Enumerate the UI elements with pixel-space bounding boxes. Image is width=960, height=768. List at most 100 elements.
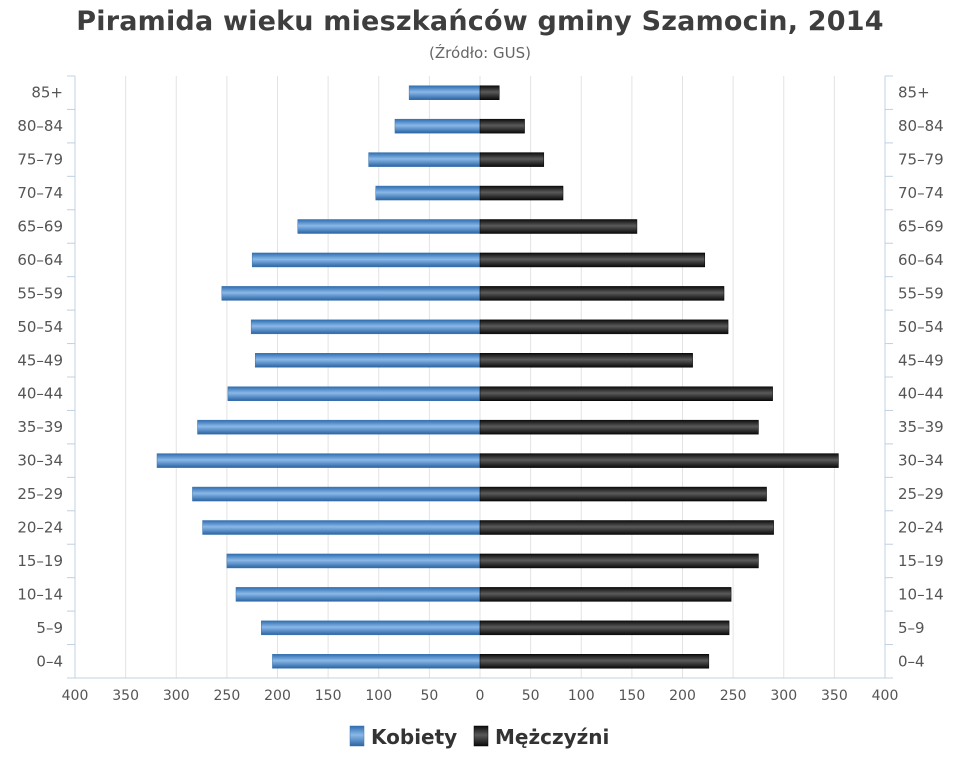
bar-women: [226, 553, 481, 569]
bar-women: [235, 587, 481, 602]
bar-men: [479, 654, 710, 669]
bars: [156, 85, 839, 669]
x-tick-label: 150: [619, 688, 646, 704]
bar-women: [368, 152, 481, 167]
x-tick-label: 300: [163, 688, 190, 704]
category-label-right: 65–69: [898, 218, 944, 236]
category-label-right: 50–54: [898, 318, 944, 336]
x-tick-label: 350: [112, 688, 139, 704]
category-label-right: 10–14: [898, 585, 944, 603]
category-label-right: 20–24: [898, 519, 944, 537]
bar-men: [479, 118, 525, 134]
bar-women: [221, 286, 481, 301]
category-label-left: 65–69: [17, 218, 63, 236]
legend-swatch-men: [473, 725, 489, 747]
bar-men: [479, 520, 774, 535]
x-tick-label: 50: [522, 688, 540, 704]
x-axis-tick-labels: 400 350 300 250 200 150 100 50 0 50 100 150 200 250 30…: [62, 688, 899, 704]
category-label-left: 5–9: [36, 619, 63, 637]
x-tick-label: 400: [62, 688, 89, 704]
legend-label-women: Kobiety: [371, 725, 457, 749]
bar-men: [479, 219, 638, 234]
category-label-right: 70–74: [898, 184, 944, 202]
category-label-left: 30–34: [17, 452, 63, 470]
bar-men: [479, 252, 706, 268]
x-tick-label: 0: [476, 688, 485, 704]
category-label-left: 45–49: [17, 351, 63, 369]
bar-women: [227, 386, 481, 401]
category-labels: 85+ 85+ 80–84 80–84 75–79 75–79 70–74 70–74 65–6…: [17, 84, 943, 671]
x-tick-label: 350: [821, 688, 848, 704]
category-label-right: 40–44: [898, 385, 944, 403]
bar-men: [479, 152, 545, 167]
axes: [67, 75, 893, 679]
bar-women: [261, 620, 481, 636]
legend-item-men[interactable]: Mężczyźni: [473, 725, 609, 749]
category-label-right: 35–39: [898, 418, 944, 436]
x-tick-label: 150: [315, 688, 342, 704]
category-label-right: 30–34: [898, 452, 944, 470]
legend-swatch-women: [349, 725, 365, 747]
x-tick-label: 200: [264, 688, 291, 704]
x-tick-label: 100: [365, 688, 392, 704]
x-tick-label: 50: [420, 688, 438, 704]
category-label-right: 25–29: [898, 485, 944, 503]
category-label-left: 75–79: [17, 151, 63, 169]
category-label-right: 60–64: [898, 251, 944, 269]
category-label-right: 55–59: [898, 284, 944, 302]
category-label-left: 10–14: [17, 585, 63, 603]
bar-men: [479, 620, 730, 636]
category-label-left: 0–4: [36, 652, 63, 670]
category-label-right: 80–84: [898, 117, 944, 135]
bar-women: [394, 118, 481, 134]
legend: Kobiety Mężczyźni: [349, 725, 609, 749]
x-tick-label: 250: [720, 688, 747, 704]
bar-women: [192, 486, 481, 502]
bar-women: [272, 654, 481, 669]
category-label-right: 0–4: [898, 652, 925, 670]
category-label-left: 35–39: [17, 418, 63, 436]
bar-women: [197, 419, 481, 435]
bar-men: [479, 386, 773, 401]
category-label-left: 50–54: [17, 318, 63, 336]
chart-subtitle: (Źródło: GUS): [429, 44, 531, 62]
category-label-right: 5–9: [898, 619, 925, 637]
category-label-left: 60–64: [17, 251, 63, 269]
bar-men: [479, 453, 839, 468]
legend-item-women[interactable]: Kobiety: [349, 725, 457, 749]
bar-women: [375, 185, 481, 201]
bar-men: [479, 353, 693, 368]
x-tick-label: 400: [872, 688, 899, 704]
category-label-left: 15–19: [17, 552, 63, 570]
x-tick-label: 300: [770, 688, 797, 704]
bar-men: [479, 486, 767, 502]
category-label-left: 80–84: [17, 117, 63, 135]
category-label-left: 85+: [31, 84, 63, 102]
category-label-right: 45–49: [898, 351, 944, 369]
bar-women: [408, 85, 481, 100]
x-tick-label: 200: [669, 688, 696, 704]
category-label-left: 40–44: [17, 385, 63, 403]
bar-women: [251, 252, 481, 268]
bar-men: [479, 419, 759, 435]
bar-men: [479, 553, 759, 569]
category-label-left: 25–29: [17, 485, 63, 503]
category-label-left: 70–74: [17, 184, 63, 202]
bar-men: [479, 587, 732, 602]
category-label-left: 20–24: [17, 519, 63, 537]
bar-men: [479, 185, 564, 201]
bar-men: [479, 85, 500, 100]
category-label-right: 15–19: [898, 552, 944, 570]
category-label-right: 85+: [898, 84, 930, 102]
category-label-left: 55–59: [17, 284, 63, 302]
bar-women: [156, 453, 481, 468]
bar-men: [479, 286, 725, 301]
chart-title: Piramida wieku mieszkańców gminy Szamoci…: [76, 6, 884, 37]
bar-women: [250, 319, 481, 335]
bar-women: [202, 520, 481, 535]
category-label-right: 75–79: [898, 151, 944, 169]
bar-women: [254, 353, 481, 368]
legend-label-men: Mężczyźni: [495, 725, 609, 749]
bar-men: [479, 319, 729, 335]
